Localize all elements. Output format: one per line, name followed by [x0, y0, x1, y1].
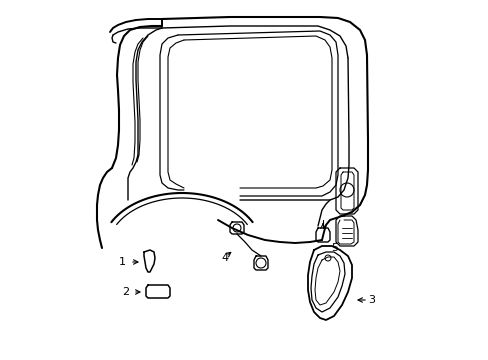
Text: 5: 5: [331, 243, 338, 253]
Text: 3: 3: [368, 295, 375, 305]
Text: 2: 2: [122, 287, 129, 297]
Text: 4: 4: [221, 253, 228, 263]
Text: 1: 1: [118, 257, 125, 267]
